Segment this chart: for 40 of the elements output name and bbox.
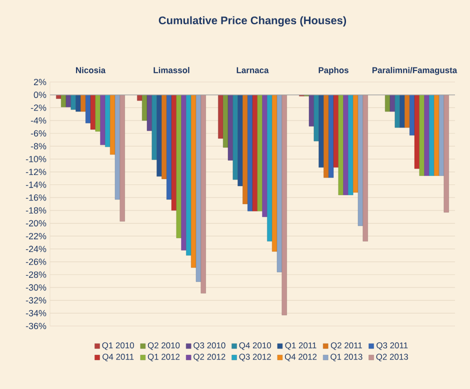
y-tick-label: 0% bbox=[34, 92, 46, 98]
y-tick-label: -16% bbox=[26, 194, 46, 201]
legend-label: Q1 2013 bbox=[330, 354, 362, 362]
x-tick-label: Larnaca bbox=[236, 67, 269, 74]
legend-label: Q1 2010 bbox=[102, 342, 134, 350]
y-tick-label: -18% bbox=[26, 207, 46, 214]
legend-label: Q2 2013 bbox=[376, 354, 408, 362]
legend-label: Q4 2011 bbox=[102, 354, 134, 362]
y-tick-label: -10% bbox=[26, 156, 46, 162]
y-tick-label: -14% bbox=[26, 182, 46, 188]
y-tick-label: -28% bbox=[26, 271, 46, 278]
legend-label: Q3 2010 bbox=[194, 342, 226, 350]
y-tick-label: -8% bbox=[30, 143, 46, 150]
y-tick-label: -26% bbox=[26, 258, 46, 265]
y-tick-label: -34% bbox=[26, 310, 46, 316]
y-tick-label: -6% bbox=[30, 130, 46, 137]
chart-title: Cumulative Price Changes (Houses) bbox=[158, 16, 346, 27]
x-tick-label: Paralimni/Famagusta bbox=[372, 66, 458, 75]
y-tick-label: -4% bbox=[30, 117, 46, 124]
y-tick-label: -30% bbox=[26, 284, 46, 291]
legend-label: Q4 2010 bbox=[239, 342, 271, 350]
y-tick-label: -2% bbox=[30, 104, 46, 111]
legend-label: Q1 2012 bbox=[148, 354, 180, 362]
legend-label: Q3 2012 bbox=[239, 354, 271, 362]
y-tick-label: -32% bbox=[26, 297, 46, 304]
legend-label: Q2 2011 bbox=[330, 342, 362, 350]
legend-label: Q3 2011 bbox=[376, 342, 408, 350]
x-tick-label: Paphos bbox=[318, 66, 348, 75]
y-tick-label: -24% bbox=[26, 246, 46, 252]
legend-label: Q1 2011 bbox=[285, 342, 316, 350]
x-tick-label: Nicosia bbox=[76, 66, 106, 74]
y-tick-label: -12% bbox=[26, 168, 46, 176]
x-tick-label: Limassol bbox=[154, 66, 190, 74]
y-tick-label: -36% bbox=[26, 322, 46, 330]
y-tick-label: -20% bbox=[26, 220, 46, 226]
legend-label: Q4 2012 bbox=[284, 354, 317, 362]
y-tick-label: 2% bbox=[34, 78, 46, 86]
legend-label: Q2 2010 bbox=[148, 342, 180, 350]
legend-label: Q2 2012 bbox=[194, 354, 226, 362]
y-tick-label: -22% bbox=[26, 232, 46, 240]
